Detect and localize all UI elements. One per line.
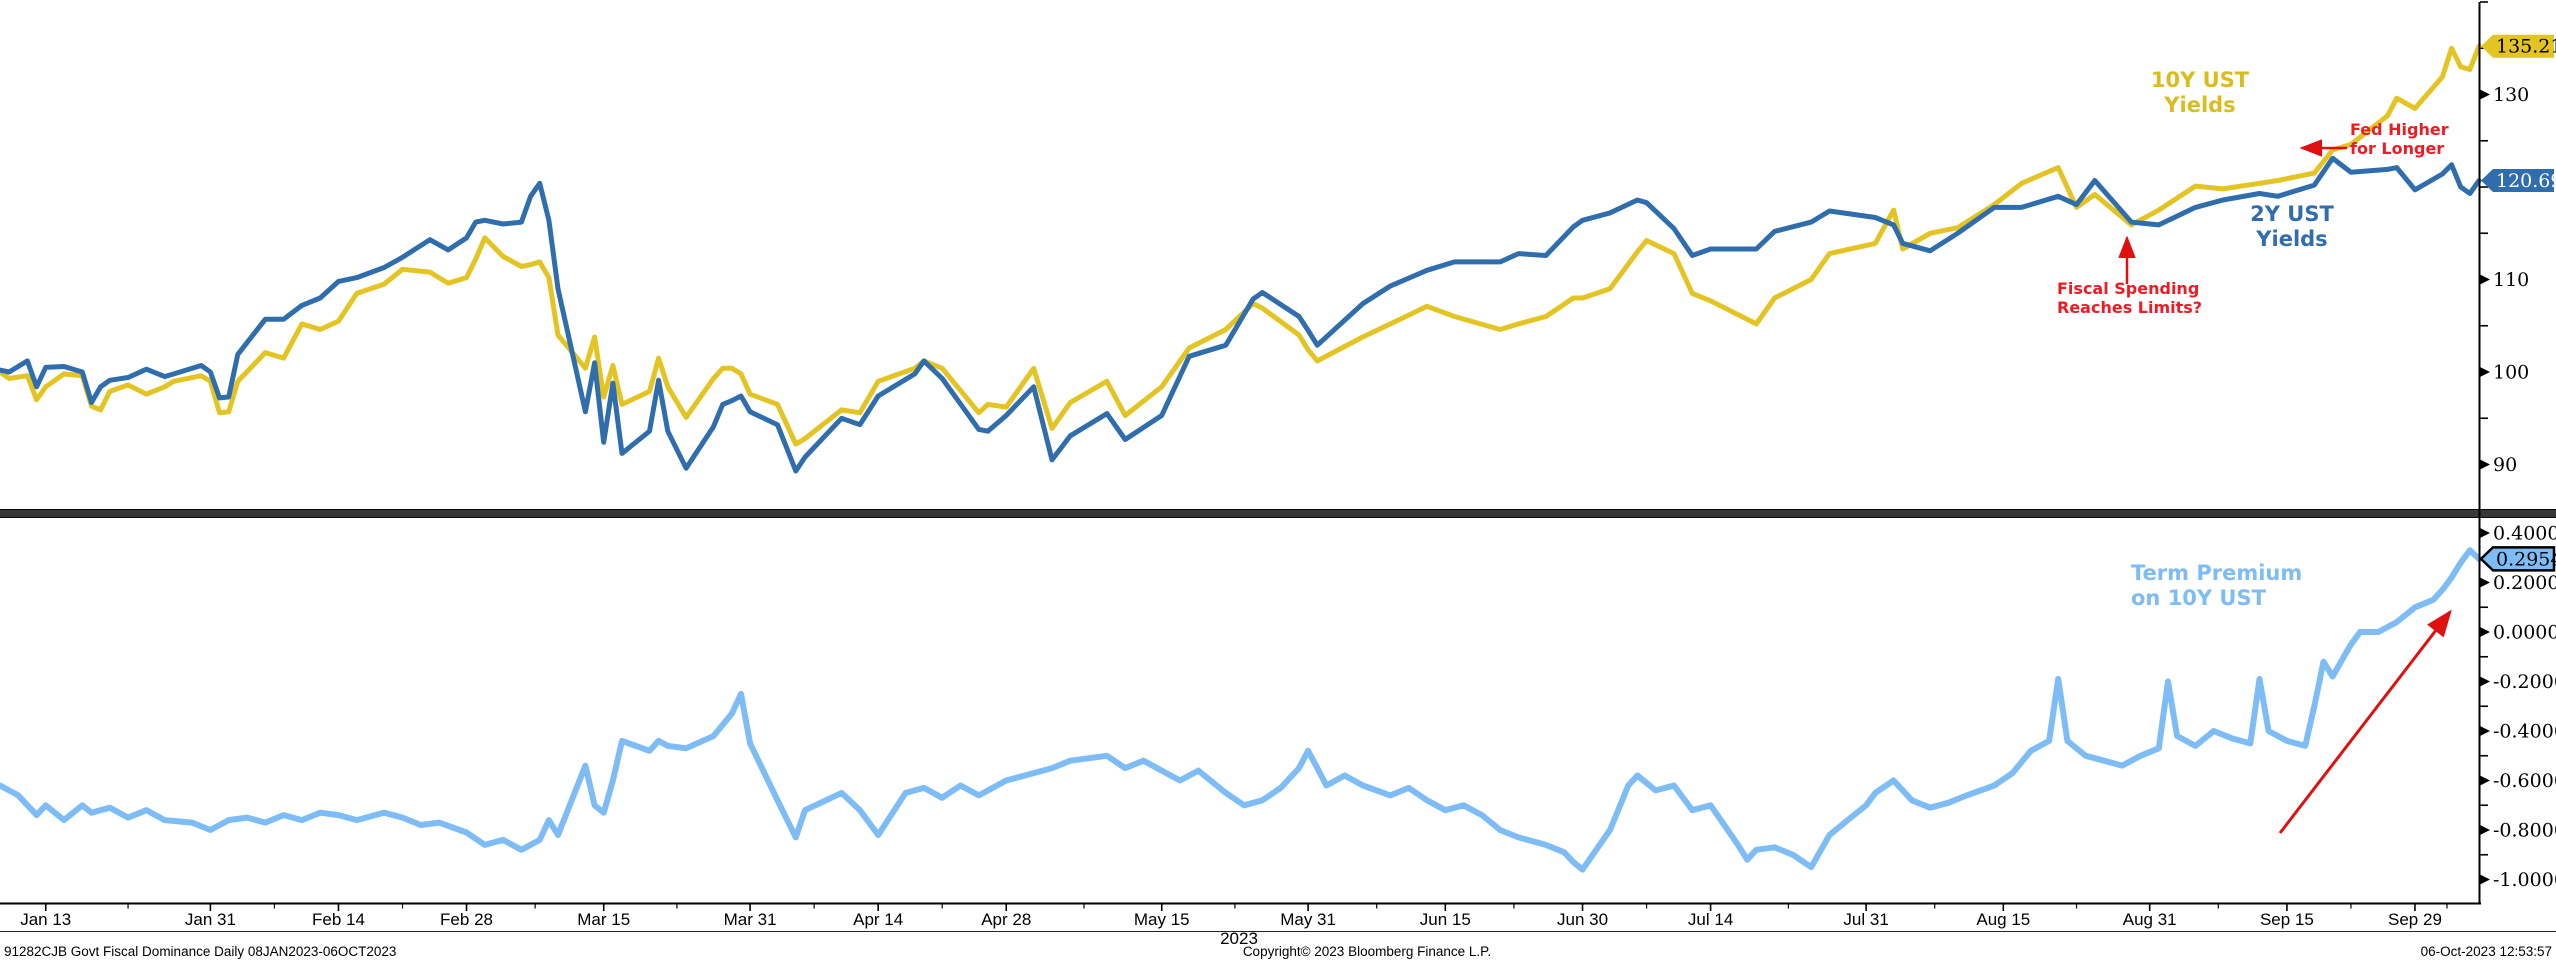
- x-tick-label: May 15: [1134, 910, 1190, 929]
- annotation-term-premium-10y-ust[interactable]: Term Premium on 10Y UST: [2131, 561, 2303, 610]
- x-tick-label: Sep 15: [2260, 910, 2314, 929]
- axis-ticks: 130 110 100 90 0.4000 0.2000 0.0000 -0.2000 -0.4…: [20, 1, 2556, 929]
- x-tick-label: Sep 29: [2388, 910, 2442, 929]
- x-tick-label: Jan 31: [185, 910, 236, 929]
- annotation-fiscal-spending-limits[interactable]: Fiscal Spending Reaches Limits?: [2057, 279, 2203, 317]
- annotation-arrows[interactable]: [2118, 139, 2452, 834]
- security-description-text: 91282CJB Govt Fiscal Dominance Daily 08J…: [4, 944, 397, 959]
- y-major-tick: [2480, 577, 2490, 588]
- y-tick-label-panel1: 100: [2493, 362, 2529, 384]
- x-tick-label: Jun 30: [1557, 910, 1608, 929]
- x-tick-label: Jul 14: [1688, 910, 1733, 929]
- y-major-tick: [2480, 367, 2490, 377]
- y-tick-label-panel2: -0.8000: [2493, 820, 2556, 842]
- panel-divider[interactable]: [0, 509, 2556, 518]
- x-axis-year-label: 2023: [1220, 929, 1258, 948]
- x-tick-label: Jul 31: [1843, 910, 1888, 929]
- y-major-tick: [2480, 89, 2490, 100]
- last-value-badge-2y-ust-yields: 120.697: [2481, 169, 2556, 193]
- x-tick-label: Aug 31: [2123, 910, 2177, 929]
- y-tick-label-panel2: -1.0000: [2493, 869, 2556, 891]
- x-tick-label: Feb 28: [440, 910, 493, 929]
- y-tick-label-panel2: -0.2000: [2493, 671, 2556, 693]
- term-premium-rising-arrow[interactable]: [2278, 609, 2452, 834]
- y-major-tick: [2480, 676, 2490, 687]
- y-major-tick: [2480, 874, 2490, 885]
- y-major-tick: [2480, 528, 2490, 538]
- x-tick-label: Jun 15: [1420, 910, 1471, 929]
- x-tick-label: Aug 15: [1976, 910, 2030, 929]
- last-value-badge-10y-ust-yields: 135.217: [2481, 34, 2556, 58]
- series-line-2y-ust-yields[interactable]: [0, 155, 2482, 474]
- axis-frame: [0, 2, 2556, 932]
- x-tick-label: Mar 15: [577, 910, 630, 929]
- y-major-tick: [2480, 459, 2490, 470]
- y-tick-label-panel2: 0.4000: [2493, 523, 2556, 545]
- y-major-tick: [2480, 825, 2490, 835]
- y-tick-label-panel2: 0.2000: [2493, 572, 2556, 594]
- status-bar: 91282CJB Govt Fiscal Dominance Daily 08J…: [0, 940, 2556, 964]
- y-major-tick: [2480, 775, 2490, 786]
- timestamp-text: 06-Oct-2023 12:53:57: [2420, 944, 2552, 959]
- x-tick-label: Jan 13: [20, 910, 71, 929]
- y-major-tick: [2480, 726, 2490, 736]
- x-tick-label: May 31: [1280, 910, 1336, 929]
- series-line-10y-ust-yields[interactable]: [0, 43, 2482, 447]
- last-value-badge-term-premium-on-10y-ust: 0.2954: [2479, 546, 2556, 572]
- y-major-tick: [2480, 627, 2490, 637]
- y-tick-label-panel1: 90: [2493, 454, 2517, 476]
- svg-text:135.217: 135.217: [2496, 36, 2556, 58]
- svg-text:120.697: 120.697: [2496, 170, 2556, 192]
- x-tick-label: Apr 14: [853, 910, 903, 929]
- series-line-term-premium-on-10y-ust[interactable]: [0, 547, 2482, 873]
- copyright-text: Copyright© 2023 Bloomberg Finance L.P.: [1242, 944, 1492, 959]
- chart-series: [0, 43, 2482, 873]
- last-value-badges: 135.217 120.697 0.2954: [2479, 34, 2556, 572]
- annotation-10y-ust-yields[interactable]: 10Y UST Yields: [2150, 68, 2250, 117]
- y-tick-label-panel2: -0.4000: [2493, 721, 2556, 743]
- y-tick-label-panel1: 130: [2493, 84, 2529, 106]
- y-tick-label-panel2: 0.0000: [2493, 622, 2556, 644]
- y-major-tick: [2480, 274, 2490, 285]
- svg-text:0.2954: 0.2954: [2496, 548, 2556, 570]
- y-tick-label-panel2: -0.6000: [2493, 770, 2556, 792]
- x-tick-label: Feb 14: [312, 910, 365, 929]
- x-tick-label: Apr 28: [981, 910, 1031, 929]
- annotation-2y-ust-yields[interactable]: 2Y UST Yields: [2250, 202, 2334, 251]
- x-tick-label: Mar 31: [724, 910, 777, 929]
- y-tick-label-panel1: 110: [2493, 269, 2529, 291]
- annotation-fed-higher-for-longer[interactable]: Fed Higher for Longer: [2350, 120, 2449, 158]
